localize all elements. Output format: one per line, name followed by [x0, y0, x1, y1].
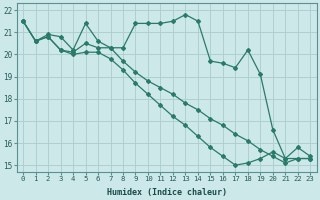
X-axis label: Humidex (Indice chaleur): Humidex (Indice chaleur) [107, 188, 227, 197]
